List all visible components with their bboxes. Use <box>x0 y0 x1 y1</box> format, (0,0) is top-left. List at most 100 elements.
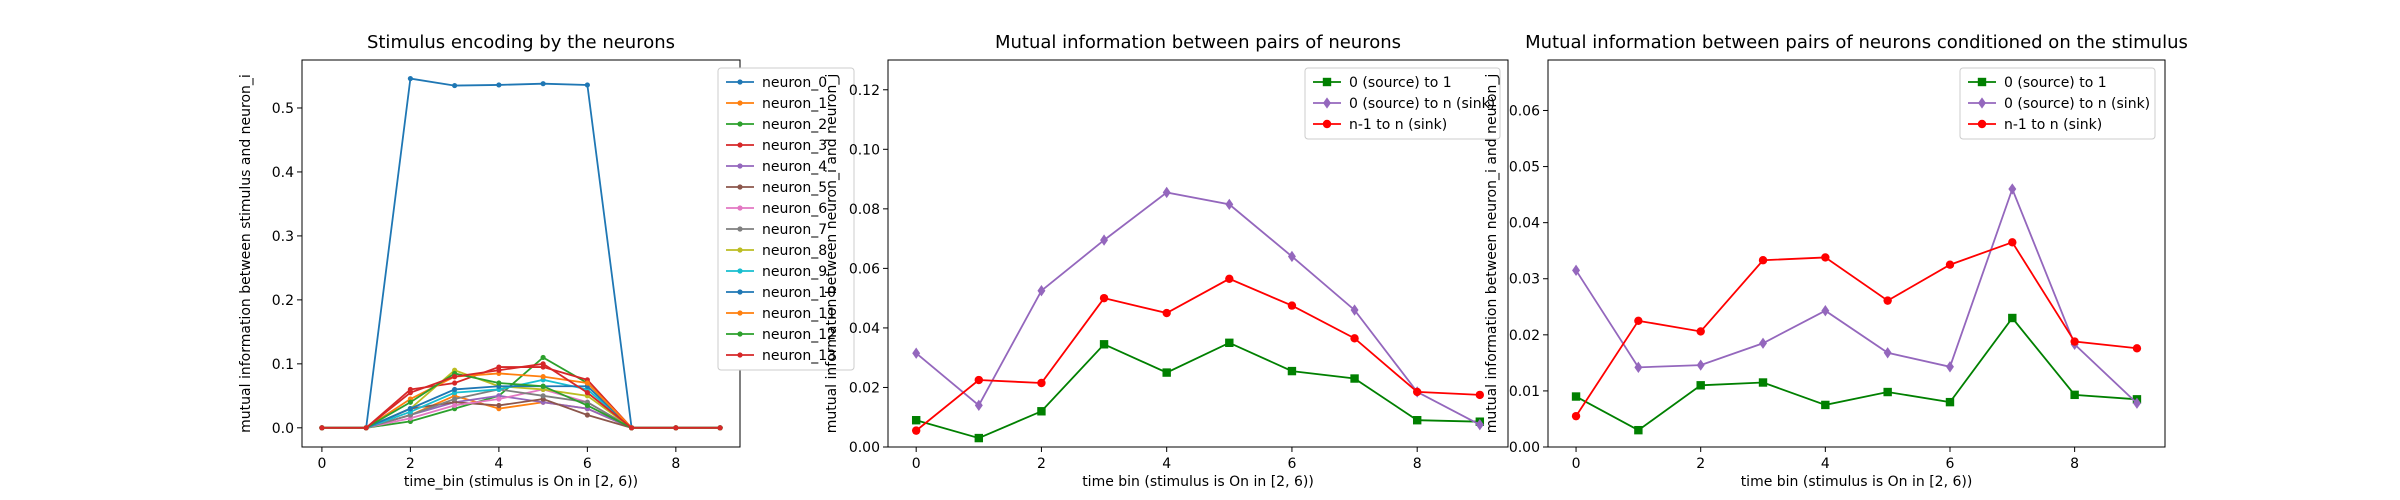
legend-marker <box>737 184 743 190</box>
data-point <box>1571 411 1581 421</box>
data-point <box>496 402 502 409</box>
data-point <box>1696 327 1705 336</box>
y-tick-label: 0.06 <box>1509 103 1540 119</box>
series-n-1-to-n-sink- <box>1571 238 2142 421</box>
legend-marker <box>737 247 743 253</box>
series-line <box>915 277 1480 432</box>
y-tick-label: 0.00 <box>1509 440 1540 456</box>
data-point <box>717 425 723 431</box>
series-line <box>321 372 721 429</box>
legend-marker <box>737 121 743 127</box>
series-line <box>1575 241 2138 417</box>
legend-entry: neuron_11 <box>726 306 836 322</box>
legend-label: neuron_10 <box>762 285 836 301</box>
data-point <box>496 396 502 402</box>
data-point <box>496 82 502 88</box>
legend-label: neuron_4 <box>762 159 827 175</box>
data-point <box>1821 305 1830 317</box>
series-line <box>1575 186 2138 404</box>
data-point <box>1162 308 1171 318</box>
legend-entry: neuron_5 <box>726 180 827 196</box>
legend-entry: 0 (source) to n (sink) <box>1968 96 2150 112</box>
data-point <box>912 347 921 359</box>
data-point <box>1572 264 1581 276</box>
y-tick-label: 0.02 <box>849 380 880 396</box>
y-tick-label: 0.05 <box>1509 160 1540 176</box>
data-point <box>1099 340 1109 349</box>
chart-panel-1: Stimulus encoding by the neurons time_bin… <box>238 32 855 490</box>
legend-label: neuron_3 <box>762 138 827 154</box>
y-tick-label: 0.1 <box>272 357 294 373</box>
data-point <box>1037 285 1046 297</box>
series-0-source-to-1 <box>911 338 1485 443</box>
data-point <box>1634 316 1643 326</box>
legend-entry: 0 (source) to n (sink) <box>1313 96 1495 112</box>
data-point <box>1883 387 1892 397</box>
data-point <box>2070 390 2079 400</box>
legend-marker <box>1322 119 1332 129</box>
data-point <box>452 396 458 402</box>
x-tick-label: 0 <box>912 456 921 472</box>
series-0-source-to-n-sink- <box>1572 183 2141 409</box>
data-point <box>1821 400 1830 410</box>
data-point <box>452 374 458 380</box>
axes-frame <box>1547 59 2166 448</box>
x-tick-label: 0 <box>1572 456 1581 472</box>
data-point <box>1946 361 1954 373</box>
plot-area <box>1571 183 2142 435</box>
legend-marker <box>1977 77 1987 87</box>
legend-box <box>717 67 855 371</box>
data-point <box>407 75 413 82</box>
data-point <box>1099 293 1109 303</box>
data-point <box>974 399 983 411</box>
data-point <box>1696 359 1705 371</box>
x-tick-label: 2 <box>1037 456 1046 472</box>
legend-entry: neuron_9 <box>726 264 827 280</box>
y-axis-label: mutual information between stimulus and … <box>238 74 254 433</box>
data-point <box>1037 378 1046 388</box>
legend-label: neuron_7 <box>762 222 827 238</box>
legend-label: n-1 to n (sink) <box>2004 117 2102 133</box>
data-point <box>540 81 546 87</box>
data-point <box>407 390 413 396</box>
x-axis-label: time_bin (stimulus is On in [2, 6)) <box>404 474 638 490</box>
data-point <box>407 406 413 412</box>
data-point <box>1945 397 1955 407</box>
data-point <box>911 426 921 435</box>
legend-label: neuron_2 <box>762 117 827 133</box>
data-point <box>1287 366 1297 376</box>
data-point <box>540 374 546 380</box>
data-point <box>1821 253 1830 262</box>
data-point <box>452 380 458 386</box>
legend-label: n-1 to n (sink) <box>1349 117 1447 133</box>
series-0-source-to-n-sink- <box>912 186 1484 431</box>
x-tick-label: 4 <box>1162 456 1171 472</box>
legend-label: neuron_5 <box>762 180 827 196</box>
y-tick-label: 0.00 <box>849 440 880 456</box>
x-tick-label: 4 <box>1821 456 1830 472</box>
data-point <box>584 380 590 386</box>
legend: 0 (source) to 1 0 (source) to n (sink) n-1… <box>1959 67 2156 140</box>
data-point <box>1350 304 1359 316</box>
x-axis-label: time bin (stimulus is On in [2, 6)) <box>1741 474 1973 490</box>
legend-entry: neuron_6 <box>726 201 827 217</box>
x-tick-label: 2 <box>1696 456 1705 472</box>
legend: neuron_0 neuron_1 neuron_2 neuron_3 neuron_4… <box>717 67 855 371</box>
legend-entry: neuron_12 <box>726 327 836 343</box>
series-line <box>915 341 1480 440</box>
data-point <box>452 402 458 409</box>
data-point <box>1758 378 1768 387</box>
x-tick-label: 8 <box>1413 456 1422 472</box>
data-point <box>1037 407 1046 416</box>
legend-marker <box>737 268 743 274</box>
x-tick-label: 4 <box>494 456 503 472</box>
y-tick-label: 0.03 <box>1509 272 1540 288</box>
legend-marker <box>737 163 743 169</box>
data-point <box>584 402 590 409</box>
series-line <box>915 191 1481 426</box>
data-point <box>2132 344 2142 353</box>
data-point <box>1758 256 1768 265</box>
data-point <box>974 433 984 443</box>
y-tick-label: 0.06 <box>849 261 880 277</box>
chart-title: Mutual information between pairs of neur… <box>1525 32 2188 53</box>
